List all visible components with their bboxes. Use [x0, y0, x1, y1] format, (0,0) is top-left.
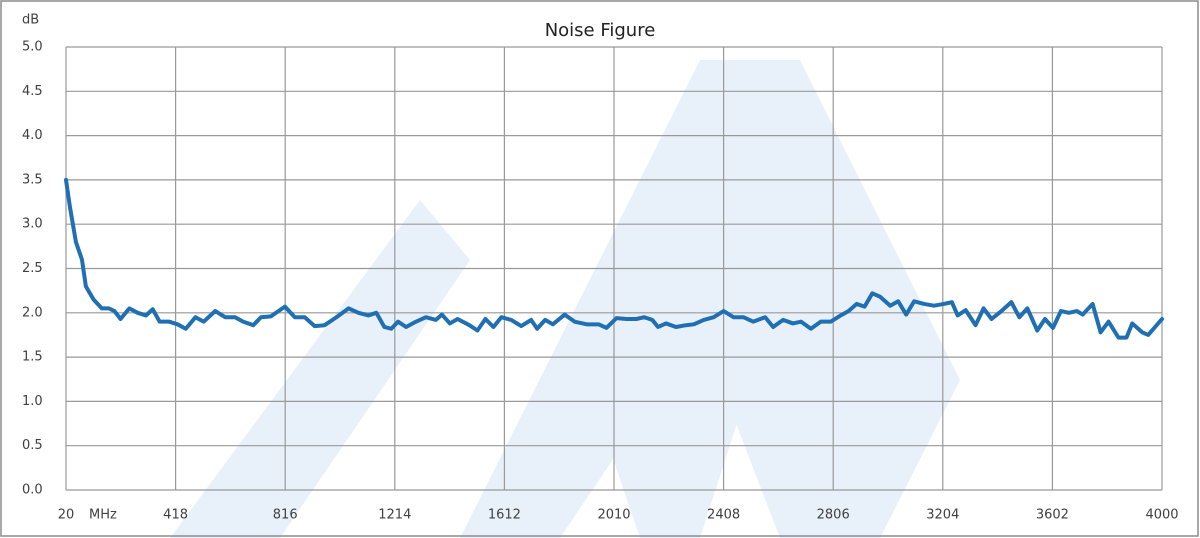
x-unit: MHz	[89, 508, 117, 523]
x-tick-label: 4000	[1145, 508, 1178, 523]
y-tick-label: 3.5	[22, 172, 43, 187]
x-tick-label: 1214	[378, 508, 411, 523]
chart: Noise Figure dB MHz 0.0 0.5 1.0 1.5 2.0 2.5 3.…	[0, 0, 1200, 538]
x-tick-label: 20	[58, 508, 75, 523]
y-tick-label: 2.0	[22, 305, 43, 320]
y-tick-label: 5.0	[22, 40, 43, 55]
chart-title: Noise Figure	[545, 20, 656, 41]
y-tick-label: 4.5	[22, 84, 43, 99]
x-tick-label: 3204	[926, 508, 959, 523]
y-tick-label: 4.0	[22, 128, 43, 143]
x-tick-label: 816	[273, 508, 298, 523]
y-tick-label: 1.5	[22, 350, 43, 365]
x-tick-label: 2408	[707, 508, 740, 523]
x-tick-label: 1612	[488, 508, 521, 523]
watermark	[170, 60, 960, 538]
x-tick-label: 3602	[1036, 508, 1069, 523]
y-tick-label: 0.0	[22, 483, 43, 498]
y-tick-label: 0.5	[22, 438, 43, 453]
y-tick-label: 1.0	[22, 394, 43, 409]
x-tick-label: 418	[163, 508, 188, 523]
x-tick-label: 2806	[817, 508, 850, 523]
y-tick-label: 2.5	[22, 261, 43, 276]
y-tick-label: 3.0	[22, 217, 43, 232]
x-tick-label: 2010	[597, 508, 630, 523]
y-unit: dB	[22, 13, 39, 28]
